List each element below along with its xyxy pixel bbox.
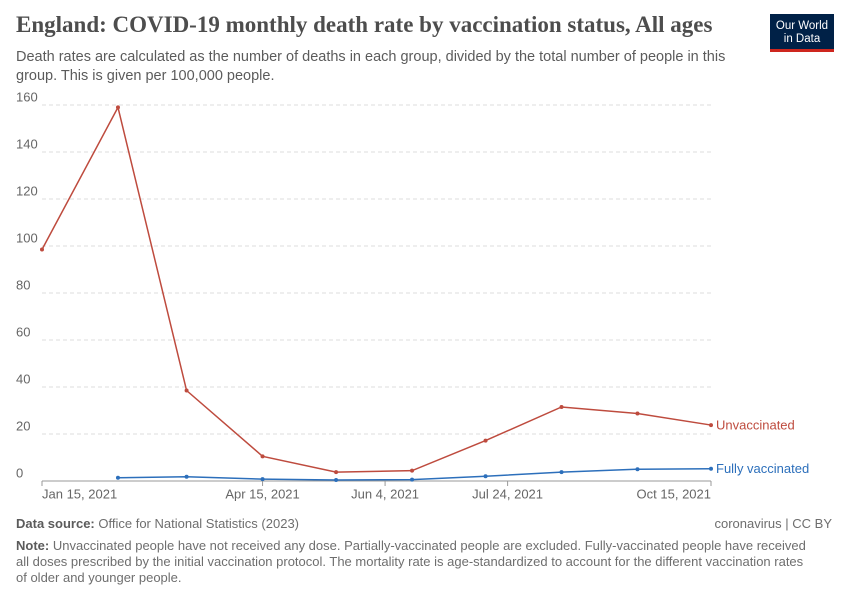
data-point <box>260 477 265 482</box>
x-tick-label: Jul 24, 2021 <box>472 486 543 501</box>
data-point <box>559 404 564 409</box>
data-point <box>559 470 564 475</box>
x-tick-label: Jan 15, 2021 <box>42 486 117 501</box>
chart-subtitle: Death rates are calculated as the number… <box>16 49 726 84</box>
y-tick-label: 120 <box>16 183 38 198</box>
data-point <box>334 470 339 475</box>
y-tick-label: 60 <box>16 324 30 339</box>
source: Data source: Office for National Statist… <box>16 516 299 531</box>
data-point <box>115 475 120 480</box>
license[interactable]: coronavirus | CC BY <box>714 516 832 531</box>
note-label: Note: <box>16 538 50 553</box>
y-tick-label: 100 <box>16 230 38 245</box>
note: Note: Unvaccinated people have not recei… <box>16 538 816 586</box>
source-text[interactable]: Office for National Statistics (2023) <box>98 516 299 531</box>
data-point <box>115 105 120 110</box>
series-label: Fully vaccinated <box>716 461 809 476</box>
data-point <box>709 466 713 471</box>
series-line <box>117 468 712 481</box>
y-tick-label: 20 <box>16 418 30 433</box>
logo-line: Our World <box>775 20 829 32</box>
source-label: Data source: <box>16 516 95 531</box>
series-label: Unvaccinated <box>716 418 795 433</box>
data-point <box>483 438 488 443</box>
x-tick-label: Oct 15, 2021 <box>637 486 711 501</box>
data-point <box>334 478 339 483</box>
note-text: Unvaccinated people have not received an… <box>16 538 806 585</box>
data-point <box>260 454 265 459</box>
data-point <box>410 468 415 473</box>
y-tick-label: 0 <box>16 465 23 480</box>
y-tick-label: 40 <box>16 371 30 386</box>
y-tick-label: 80 <box>16 277 30 292</box>
data-point <box>635 467 640 472</box>
logo[interactable]: Our World in Data <box>770 14 834 52</box>
x-tick-label: Jun 4, 2021 <box>351 486 419 501</box>
data-point <box>40 247 44 252</box>
series-line <box>41 105 712 473</box>
chart-title: England: COVID-19 monthly death rate by … <box>16 12 713 37</box>
data-point <box>184 474 189 479</box>
data-point <box>483 474 488 479</box>
data-point <box>709 423 713 428</box>
y-tick-label: 160 <box>16 89 38 104</box>
data-point <box>635 411 640 416</box>
data-point <box>184 388 189 393</box>
logo-line: in Data <box>783 33 821 45</box>
y-tick-label: 140 <box>16 136 38 151</box>
data-point <box>410 477 415 482</box>
chart: 0 20 40 60 80 100 120 140 160 Jan 15, 2021 Apr 15,… <box>16 89 809 501</box>
x-tick-label: Apr 15, 2021 <box>225 486 299 501</box>
